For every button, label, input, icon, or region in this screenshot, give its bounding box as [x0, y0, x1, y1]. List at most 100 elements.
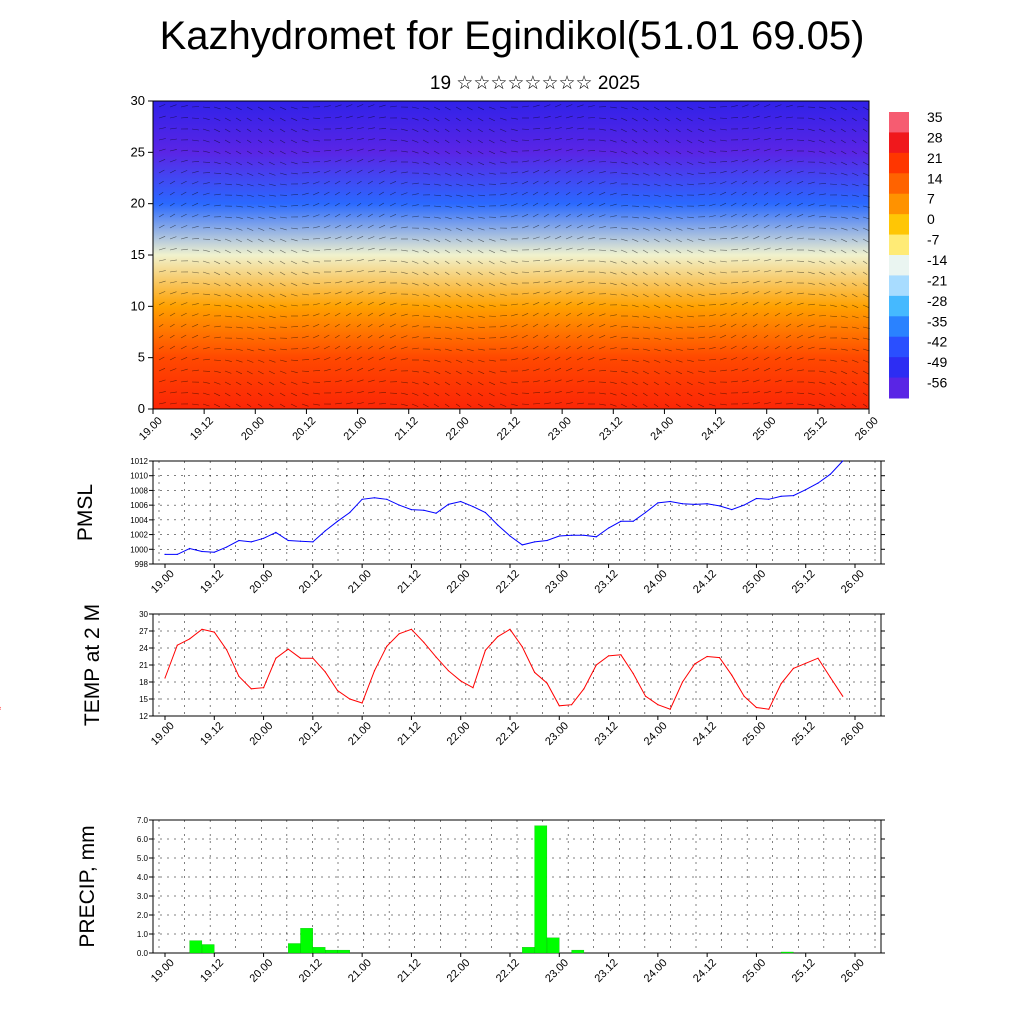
temp-point [632, 672, 634, 675]
pmsl-point [275, 531, 277, 534]
xtick-label: 26.00 [853, 415, 881, 443]
ytick-label: 27 [139, 627, 148, 636]
pmsl-point [743, 504, 745, 506]
pmsl-point [435, 512, 437, 514]
colorbar-label: 35 [927, 109, 943, 125]
pmsl-point [263, 537, 265, 539]
temp-point [571, 704, 573, 706]
xtick-label: 25.00 [740, 568, 768, 596]
pmsl-point [571, 534, 573, 536]
xtick-label: 26.00 [839, 720, 867, 748]
pmsl-point [842, 460, 844, 462]
xtick-label: 24.12 [691, 568, 719, 596]
temp-point [238, 675, 240, 677]
colorbar-swatch [889, 275, 909, 297]
pmsl-point [706, 503, 708, 505]
xtick-label: 20.00 [247, 568, 275, 596]
pmsl-point [373, 497, 376, 499]
temp-point [460, 680, 462, 682]
precip-bar [325, 949, 338, 954]
pmsl-point [213, 551, 215, 553]
xtick-label: 19.00 [149, 720, 177, 748]
pmsl-point [349, 511, 351, 514]
xtick-label: 19.12 [198, 720, 226, 748]
temp-point [336, 689, 339, 692]
pmsl-point [768, 498, 770, 500]
colorbar-swatch [889, 357, 909, 379]
cross-section-field [153, 101, 869, 409]
temp-point [558, 705, 560, 707]
xtick-label: 24.12 [691, 957, 719, 985]
precip-bar [534, 825, 548, 954]
pmsl-point [780, 495, 782, 497]
colorbar-swatch [889, 193, 909, 215]
temp-point [398, 633, 400, 635]
xtick-label: 23.00 [543, 957, 571, 985]
temp-point [312, 657, 314, 659]
xtick-label: 21.00 [346, 720, 374, 748]
pmsl-point [484, 511, 486, 514]
ytick-label: 30 [131, 93, 145, 108]
xtick-label: 23.12 [592, 957, 620, 985]
temp-point [497, 636, 499, 638]
xtick-label: 25.12 [790, 720, 818, 748]
pmsl-point [189, 547, 191, 550]
colorbar-label: 28 [927, 129, 943, 145]
precip-bar [189, 940, 203, 954]
temp-point [263, 687, 265, 689]
colorbar-label: -28 [927, 293, 947, 309]
pmsl-point [324, 530, 326, 532]
pmsl-point [669, 500, 671, 503]
temp-point [842, 695, 844, 697]
xtick-label: 22.12 [495, 415, 523, 443]
ytick-label: 3.0 [137, 892, 149, 901]
temp-point [817, 657, 819, 659]
ytick-label: 1004 [130, 516, 148, 525]
pmsl-point [829, 473, 832, 475]
temp-point [275, 657, 277, 659]
pmsl-point [497, 524, 499, 526]
pmsl-point [201, 550, 203, 553]
temp-point [792, 667, 795, 670]
xtick-label: 24.00 [642, 568, 670, 596]
ytick-label: 5.0 [137, 854, 149, 863]
temp-point [0, 706, 1, 709]
precip-bar [780, 951, 794, 954]
pmsl-point [336, 520, 339, 522]
chart-title: Kazhydromet for Egindikol(51.01 69.05) [159, 14, 865, 58]
pmsl-point [238, 539, 240, 542]
xtick-label: 22.00 [445, 957, 473, 985]
pmsl-series-line [165, 460, 844, 555]
colorbar-swatch [889, 377, 909, 399]
temp-point [780, 683, 782, 685]
temp-point [755, 706, 758, 709]
temp-point [595, 664, 597, 666]
temp-point [521, 646, 523, 648]
temp-point [694, 663, 696, 665]
temp-point [484, 649, 486, 651]
colorbar-label: -7 [927, 232, 940, 248]
xtick-label: 22.12 [494, 568, 522, 596]
temp-point [299, 657, 302, 659]
precip-bar [337, 949, 350, 954]
ytick-label: 24 [139, 644, 148, 653]
colorbar-swatch [889, 152, 909, 174]
precip-bar [546, 937, 560, 954]
xtick-label: 21.12 [395, 568, 423, 596]
xtick-label: 23.12 [592, 568, 620, 596]
temp-point [386, 645, 388, 647]
xtick-label: 24.12 [691, 720, 719, 748]
xtick-label: 19.12 [188, 415, 216, 443]
ytick-label: 1008 [130, 486, 148, 495]
pmsl-point [226, 546, 228, 548]
ytick-label: 10 [131, 298, 145, 313]
colorbar-swatch [889, 295, 909, 317]
xtick-label: 21.00 [346, 957, 374, 985]
temp-point [608, 655, 610, 657]
temp-point [657, 704, 659, 706]
pmsl-point [620, 520, 622, 522]
temp-point [447, 670, 449, 672]
pmsl-point [546, 539, 548, 542]
xtick-label: 25.12 [802, 415, 830, 443]
